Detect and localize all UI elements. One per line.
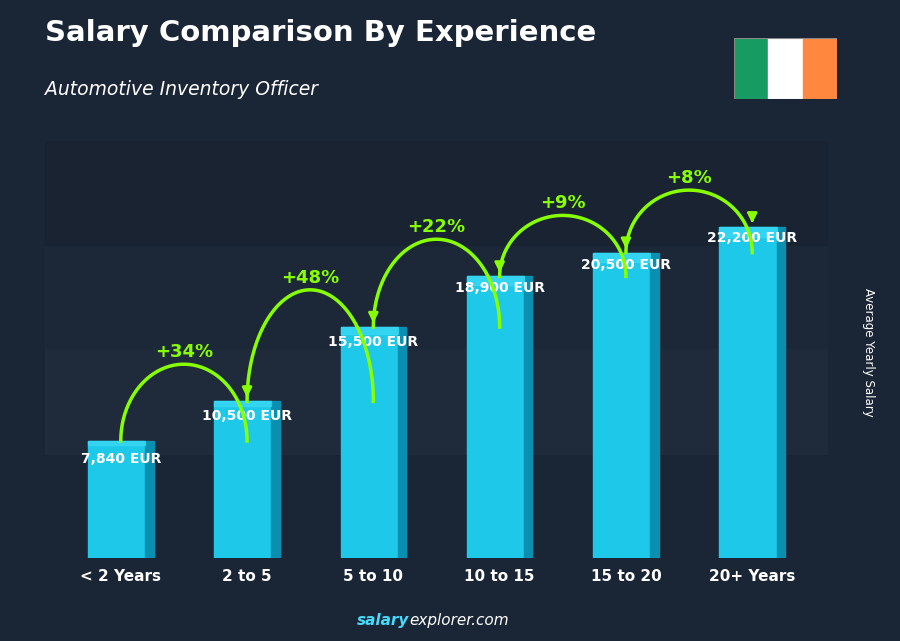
Bar	[398, 327, 406, 558]
Text: 22,200 EUR: 22,200 EUR	[707, 231, 797, 245]
Text: +48%: +48%	[281, 269, 339, 287]
Text: +22%: +22%	[408, 218, 465, 237]
Text: Automotive Inventory Officer: Automotive Inventory Officer	[45, 80, 318, 99]
Bar	[88, 441, 145, 444]
Bar	[524, 276, 533, 558]
Bar	[803, 38, 837, 99]
Bar	[719, 228, 777, 558]
Text: 20,500 EUR: 20,500 EUR	[580, 258, 670, 272]
Text: +9%: +9%	[540, 194, 586, 212]
Bar	[88, 441, 145, 558]
Bar	[777, 228, 785, 558]
Text: Salary Comparison By Experience: Salary Comparison By Experience	[45, 19, 596, 47]
Bar	[45, 141, 828, 245]
Text: 10,500 EUR: 10,500 EUR	[202, 410, 292, 423]
Bar	[145, 441, 154, 558]
Bar	[340, 327, 398, 334]
Text: +8%: +8%	[666, 169, 712, 187]
Bar	[650, 253, 659, 558]
Text: Average Yearly Salary: Average Yearly Salary	[862, 288, 875, 417]
Bar	[214, 401, 272, 558]
Bar	[768, 38, 803, 99]
Bar	[272, 401, 280, 558]
Bar	[214, 401, 272, 406]
Text: 18,900 EUR: 18,900 EUR	[454, 281, 544, 296]
Bar	[593, 253, 650, 262]
Text: 15,500 EUR: 15,500 EUR	[328, 335, 418, 349]
Text: explorer.com: explorer.com	[410, 613, 509, 628]
Bar	[593, 253, 650, 558]
Bar	[719, 228, 777, 237]
Bar	[467, 276, 524, 558]
Bar	[45, 454, 828, 558]
Bar	[467, 276, 524, 285]
Bar	[734, 38, 768, 99]
Text: +34%: +34%	[155, 343, 213, 362]
Bar	[45, 245, 828, 349]
Text: salary: salary	[357, 613, 410, 628]
Bar	[45, 349, 828, 454]
Text: 7,840 EUR: 7,840 EUR	[81, 452, 161, 466]
Bar	[340, 327, 398, 558]
